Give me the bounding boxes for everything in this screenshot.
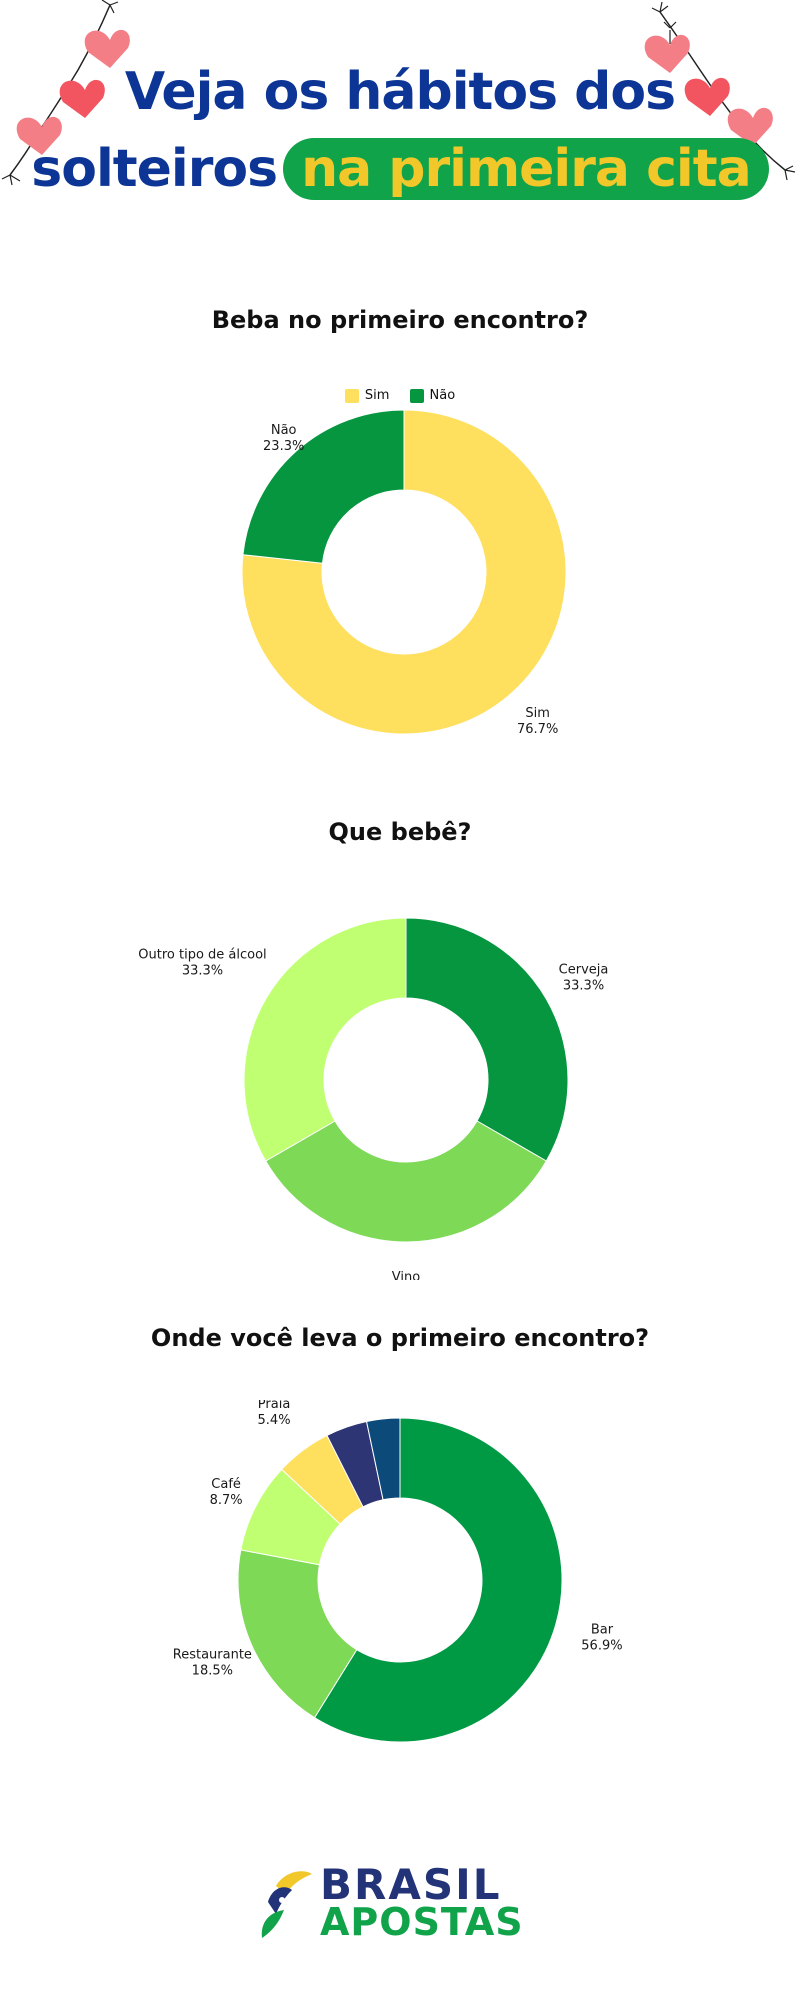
header: Veja os hábitos dos solteiros na primeira… <box>0 0 800 220</box>
chart-1-label-0: Sim <box>525 706 550 721</box>
legend-label-sim: Sim <box>364 388 390 403</box>
page-title-plain: solteiros <box>31 139 278 199</box>
heart-garland-right-icon <box>644 1 796 181</box>
chart-3-value-1: 18.5% <box>192 1664 233 1679</box>
logo-mark-icon <box>261 1871 312 1938</box>
chart-3-value-3: 5.4% <box>258 1413 291 1428</box>
legend-swatch-sim <box>344 388 359 403</box>
chart-1-value-1: 23.3% <box>263 439 304 454</box>
legend-label-nao: Não <box>429 388 456 403</box>
brasil-apostas-logo: BRASIL APOSTAS <box>258 1860 558 1944</box>
logo-text-apostas: APOSTAS <box>320 1900 524 1944</box>
chart-3-value-0: 56.9% <box>581 1639 622 1654</box>
chart-3-slice-5 <box>365 1417 401 1501</box>
chart-2-slice-2 <box>243 917 407 1162</box>
chart-3-label-1: Restaurante <box>173 1648 252 1663</box>
page-title-line1: Veja os hábitos dos <box>124 62 676 122</box>
chart-3-slice-0 <box>313 1417 563 1743</box>
chart-3-label-0: Bar <box>591 1623 614 1638</box>
chart-2-title: Que bebê? <box>328 818 472 846</box>
chart-1-label-1: Não <box>271 423 297 438</box>
chart-1-slice-1 <box>242 409 405 564</box>
chart-1-slice-0 <box>241 409 567 735</box>
chart-3-title: Onde você leva o primeiro encontro? <box>150 1324 650 1352</box>
legend-swatch-nao <box>409 388 424 403</box>
chart-3-label-3: Praia <box>258 1400 291 1412</box>
chart-2-slice-1 <box>265 1120 547 1243</box>
chart-3-slice-1 <box>237 1549 358 1719</box>
chart-1-legend: Sim Não <box>0 388 800 407</box>
chart-2-label-1: Vino <box>392 1270 420 1280</box>
chart-1-title: Beba no primeiro encontro? <box>211 306 589 334</box>
legend-item-sim: Sim <box>344 388 390 403</box>
logo-text-brasil: BRASIL <box>320 1860 502 1909</box>
chart-2-value-2: 33.3% <box>182 964 223 979</box>
chart-1-value-0: 76.7% <box>517 722 558 737</box>
legend-item-nao: Não <box>409 388 456 403</box>
chart-2-label-0: Cerveja <box>559 963 609 978</box>
chart-2-label-2: Outro tipo de álcool <box>138 948 266 963</box>
page-title-line2: solteiros na primeira cita <box>0 138 800 200</box>
chart-3-value-2: 8.7% <box>210 1493 243 1508</box>
heart-garland-left-icon <box>1 0 130 186</box>
chart-3-label-2: Café <box>211 1477 241 1492</box>
chart-2-slice-0 <box>405 917 569 1162</box>
page-title-highlight: na primeira cita <box>283 138 769 200</box>
chart-2-value-0: 33.3% <box>563 979 604 994</box>
